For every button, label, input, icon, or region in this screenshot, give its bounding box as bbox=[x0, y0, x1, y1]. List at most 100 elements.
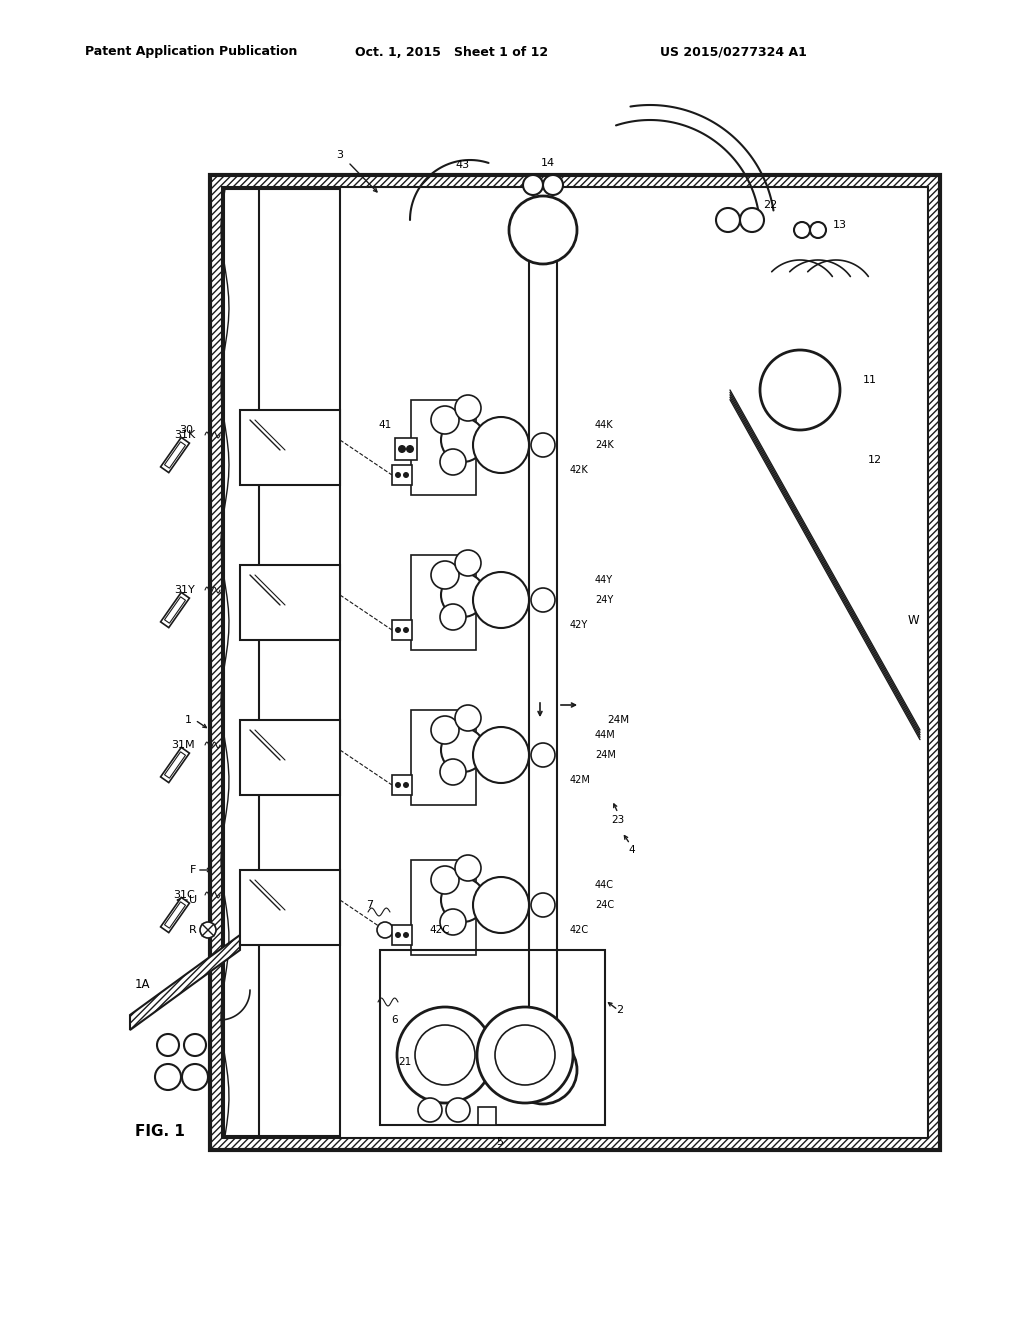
Circle shape bbox=[810, 222, 826, 238]
Text: 42C: 42C bbox=[570, 925, 589, 935]
Text: R: R bbox=[189, 925, 197, 935]
Circle shape bbox=[418, 1098, 442, 1122]
Bar bbox=[240, 565, 340, 640]
Polygon shape bbox=[161, 437, 189, 473]
Bar bbox=[395, 438, 417, 459]
Text: 43: 43 bbox=[456, 160, 470, 170]
Polygon shape bbox=[165, 902, 185, 928]
Circle shape bbox=[200, 921, 216, 939]
Circle shape bbox=[406, 445, 414, 453]
Circle shape bbox=[157, 1034, 179, 1056]
Text: US 2015/0277324 A1: US 2015/0277324 A1 bbox=[660, 45, 807, 58]
Circle shape bbox=[182, 1064, 208, 1090]
Text: 21: 21 bbox=[398, 1057, 412, 1067]
Text: 1: 1 bbox=[185, 715, 193, 725]
Circle shape bbox=[531, 743, 555, 767]
Circle shape bbox=[440, 605, 466, 630]
Bar bbox=[224, 189, 259, 1137]
Circle shape bbox=[523, 176, 543, 195]
Text: FIG. 1: FIG. 1 bbox=[135, 1125, 185, 1139]
Bar bbox=[392, 620, 412, 640]
Circle shape bbox=[760, 350, 840, 430]
Text: W: W bbox=[907, 614, 919, 627]
Text: 31M: 31M bbox=[171, 741, 195, 750]
Circle shape bbox=[155, 1064, 181, 1090]
Circle shape bbox=[473, 876, 529, 933]
Circle shape bbox=[446, 1098, 470, 1122]
Circle shape bbox=[473, 727, 529, 783]
Text: Oct. 1, 2015   Sheet 1 of 12: Oct. 1, 2015 Sheet 1 of 12 bbox=[355, 45, 548, 58]
Bar bbox=[478, 1107, 496, 1125]
Polygon shape bbox=[161, 747, 189, 783]
Circle shape bbox=[431, 407, 459, 434]
Circle shape bbox=[184, 1034, 206, 1056]
Text: 31Y: 31Y bbox=[174, 585, 195, 595]
Circle shape bbox=[441, 418, 485, 462]
Circle shape bbox=[415, 1026, 475, 1085]
Polygon shape bbox=[165, 752, 185, 779]
Text: U: U bbox=[189, 895, 197, 906]
Circle shape bbox=[473, 572, 529, 628]
Circle shape bbox=[455, 855, 481, 880]
Circle shape bbox=[431, 561, 459, 589]
Circle shape bbox=[403, 473, 409, 478]
Polygon shape bbox=[165, 597, 185, 623]
Circle shape bbox=[395, 781, 401, 788]
Bar bbox=[224, 189, 340, 1137]
Bar bbox=[392, 465, 412, 484]
Text: 13: 13 bbox=[833, 220, 847, 230]
Circle shape bbox=[397, 1007, 493, 1104]
Bar bbox=[411, 554, 476, 649]
Text: 12: 12 bbox=[868, 455, 882, 465]
Circle shape bbox=[403, 932, 409, 939]
Bar bbox=[210, 176, 940, 1150]
Text: 42Y: 42Y bbox=[570, 620, 588, 630]
Circle shape bbox=[441, 878, 485, 921]
Text: 24M: 24M bbox=[607, 715, 629, 725]
Circle shape bbox=[395, 932, 401, 939]
Circle shape bbox=[377, 921, 393, 939]
Circle shape bbox=[473, 417, 529, 473]
Circle shape bbox=[440, 909, 466, 935]
Text: 24M: 24M bbox=[595, 750, 615, 760]
Circle shape bbox=[440, 759, 466, 785]
Text: 4: 4 bbox=[629, 845, 635, 855]
Circle shape bbox=[403, 627, 409, 634]
Bar bbox=[380, 950, 605, 1125]
Bar bbox=[411, 710, 476, 805]
Text: 44Y: 44Y bbox=[595, 576, 613, 585]
Bar bbox=[392, 775, 412, 795]
Circle shape bbox=[531, 894, 555, 917]
Circle shape bbox=[455, 705, 481, 731]
Text: 31K: 31K bbox=[174, 430, 195, 440]
Text: 24Y: 24Y bbox=[595, 595, 613, 605]
Circle shape bbox=[477, 1007, 573, 1104]
Polygon shape bbox=[130, 935, 240, 1030]
Polygon shape bbox=[161, 898, 189, 933]
Text: 44C: 44C bbox=[595, 880, 614, 890]
Bar bbox=[240, 411, 340, 484]
Polygon shape bbox=[161, 593, 189, 627]
Circle shape bbox=[495, 1026, 555, 1085]
Bar bbox=[411, 400, 476, 495]
Text: 44K: 44K bbox=[595, 420, 613, 430]
Circle shape bbox=[531, 433, 555, 457]
Circle shape bbox=[398, 445, 406, 453]
Bar bbox=[240, 870, 340, 945]
Circle shape bbox=[403, 781, 409, 788]
Bar bbox=[240, 719, 340, 795]
Circle shape bbox=[509, 195, 577, 264]
Text: 2: 2 bbox=[616, 1005, 624, 1015]
Circle shape bbox=[431, 715, 459, 744]
Text: 41: 41 bbox=[379, 420, 391, 430]
Circle shape bbox=[455, 395, 481, 421]
Circle shape bbox=[531, 587, 555, 612]
Text: 14: 14 bbox=[541, 158, 555, 168]
Circle shape bbox=[395, 473, 401, 478]
Text: 42M: 42M bbox=[570, 775, 591, 785]
Text: 42K: 42K bbox=[570, 465, 589, 475]
Text: 23: 23 bbox=[611, 814, 625, 825]
Circle shape bbox=[716, 209, 740, 232]
Circle shape bbox=[440, 449, 466, 475]
Text: 24C: 24C bbox=[595, 900, 614, 909]
